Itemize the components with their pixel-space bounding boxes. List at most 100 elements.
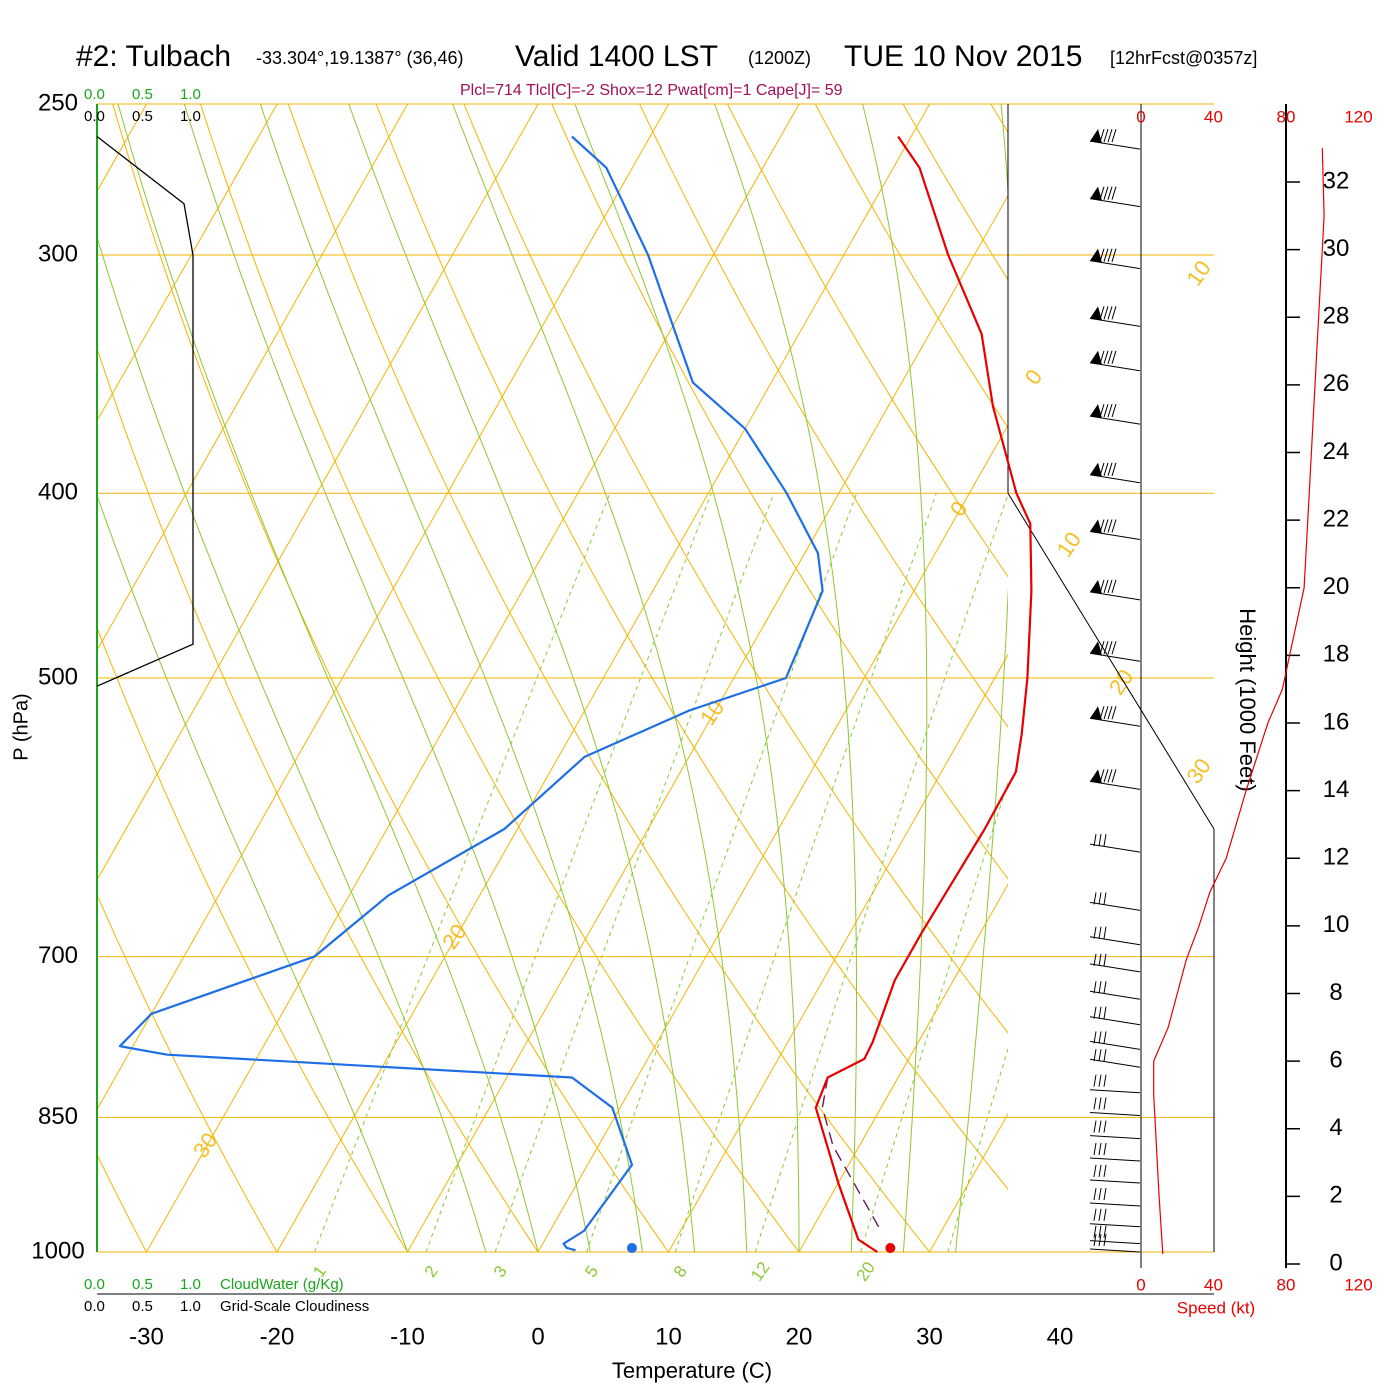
wind-barb-feather [1103, 706, 1109, 720]
mixing-ratio-line [754, 493, 1008, 1252]
wind-barb-feather [1107, 128, 1113, 143]
speed-tick-label-top: 80 [1277, 107, 1296, 126]
wind-barb [1089, 462, 1141, 484]
wind-barb-feather [1093, 1142, 1097, 1156]
height-tick-label: 10 [1323, 911, 1350, 938]
forecast-info: [12hrFcst@0357z] [1110, 48, 1258, 68]
wind-barb-feather [1103, 1233, 1107, 1247]
isotherm-label: 10 [695, 695, 730, 729]
wind-barb-feather [1103, 1120, 1107, 1133]
dry-adiabat [463, 104, 1008, 1034]
dry-adiabat [0, 104, 16, 1252]
pressure-tick-label: 850 [38, 1103, 78, 1130]
dry-adiabat [97, 893, 278, 1252]
wind-barb-feather [1093, 981, 1097, 994]
wind-barb-feather [1111, 128, 1117, 143]
wind-barb-feather [1099, 641, 1105, 655]
wind-barb [1089, 1031, 1141, 1050]
wind-barb-feather [1103, 404, 1109, 418]
wind-barb-feather [1107, 641, 1113, 655]
wind-barb-feather [1098, 1049, 1102, 1062]
wind-barb-pennant [1090, 519, 1102, 534]
wind-barb-feather [1107, 306, 1113, 320]
wind-barb-feather [1107, 248, 1113, 262]
wind-barb [1089, 306, 1141, 327]
wind-barb-feather [1103, 953, 1107, 966]
wind-barb-feather [1098, 834, 1102, 847]
dry-adiabat [375, 104, 1008, 1190]
speed-tick-label-top: 120 [1344, 107, 1372, 126]
dry-adiabat [727, 104, 1008, 578]
wind-barb-pennant [1090, 129, 1102, 144]
wind-barb-feather [1103, 1097, 1107, 1110]
wind-barb-feather [1103, 892, 1107, 905]
valid-date: TUE 10 Nov 2015 [844, 40, 1083, 73]
moist-adiabat [452, 104, 748, 1252]
wind-barb-feather [1107, 769, 1113, 783]
speed-axis-label: Speed (kt) [1177, 1298, 1255, 1317]
wind-barb-feather [1093, 1006, 1097, 1019]
wind-barb-feather [1111, 306, 1117, 320]
cloudiness-tick-top-0: 0.0 [84, 108, 105, 125]
wind-barb-pennant [1090, 579, 1102, 594]
wind-barb-feather [1103, 1074, 1107, 1087]
pressure-tick-label: 400 [38, 479, 78, 506]
isotherm-label: 0 [1020, 365, 1048, 389]
x-axis-label: Temperature (C) [612, 1358, 772, 1383]
moist-adiabat [97, 493, 408, 1252]
cloudiness-tick-top-2: 1.0 [180, 108, 201, 125]
wind-barb-feather [1111, 248, 1117, 262]
height-tick-label: 16 [1323, 708, 1350, 735]
wind-barb-feather [1093, 1097, 1097, 1110]
wind-barb-feather [1111, 404, 1117, 418]
parcel-trace [821, 1077, 880, 1228]
isotherm-line [1321, 104, 1400, 1252]
wind-barb [1089, 1208, 1141, 1228]
wind-barb-feather [1093, 953, 1097, 966]
wind-barb-feather [1099, 519, 1105, 533]
wind-barb-feather [1093, 1031, 1097, 1044]
height-tick-label: 32 [1323, 167, 1350, 194]
wind-barb-feather [1103, 1208, 1107, 1221]
wind-barb [1089, 1233, 1141, 1253]
wind-barb-feather [1111, 519, 1117, 533]
x-tick-label: 0 [531, 1323, 544, 1350]
cloudwater-tick-top-2: 1.0 [180, 86, 201, 103]
wind-barb-pennant [1090, 248, 1102, 263]
isotherm-line [97, 104, 278, 422]
wind-barb-feather [1099, 128, 1105, 143]
wind-barb-pennant [1090, 769, 1102, 784]
wind-barb-pennant [1090, 186, 1102, 201]
mixing-ratio-line [1062, 493, 1283, 1252]
wind-barb-feather [1103, 1142, 1107, 1156]
wind-barb-staff [1089, 1016, 1141, 1026]
wind-barb-pennant [1090, 350, 1102, 365]
height-tick-label: 4 [1329, 1114, 1342, 1141]
wind-barb [1089, 926, 1141, 946]
height-tick-label: 2 [1329, 1182, 1342, 1209]
wind-barb-feather [1111, 769, 1117, 783]
wind-barb-pennant [1090, 706, 1102, 721]
wind-barb-feather [1093, 1120, 1097, 1133]
speed-tick-label-top: 40 [1204, 107, 1223, 126]
wind-barb-staff [1089, 1111, 1141, 1116]
mixing-ratio-label: 3 [490, 1262, 511, 1281]
wind-barb [1089, 1097, 1141, 1116]
moist-adiabat [348, 104, 696, 1252]
isotherm-label: 20 [437, 919, 472, 953]
cloudiness-line [96, 135, 194, 687]
cloudwater-tick-top-0: 0.0 [84, 86, 105, 103]
wind-barb-feather [1103, 1164, 1107, 1178]
wind-barb-feather [1099, 350, 1105, 364]
wind-barb [1089, 1120, 1141, 1140]
x-tick-label: 30 [916, 1323, 943, 1350]
isotherm-label: 20 [1104, 665, 1139, 699]
wind-barb-feather [1103, 926, 1107, 939]
wind-barb-staff [1089, 1135, 1141, 1140]
height-tick-label: 20 [1323, 573, 1350, 600]
mixing-ratio-line [947, 1047, 1008, 1252]
wind-barb-feather [1098, 1006, 1102, 1019]
cloudiness-tick-bottom-2: 1.0 [180, 1298, 201, 1315]
cloudiness-tick-top-1: 0.5 [132, 108, 153, 125]
surface-dewpoint-dot [626, 1243, 637, 1253]
